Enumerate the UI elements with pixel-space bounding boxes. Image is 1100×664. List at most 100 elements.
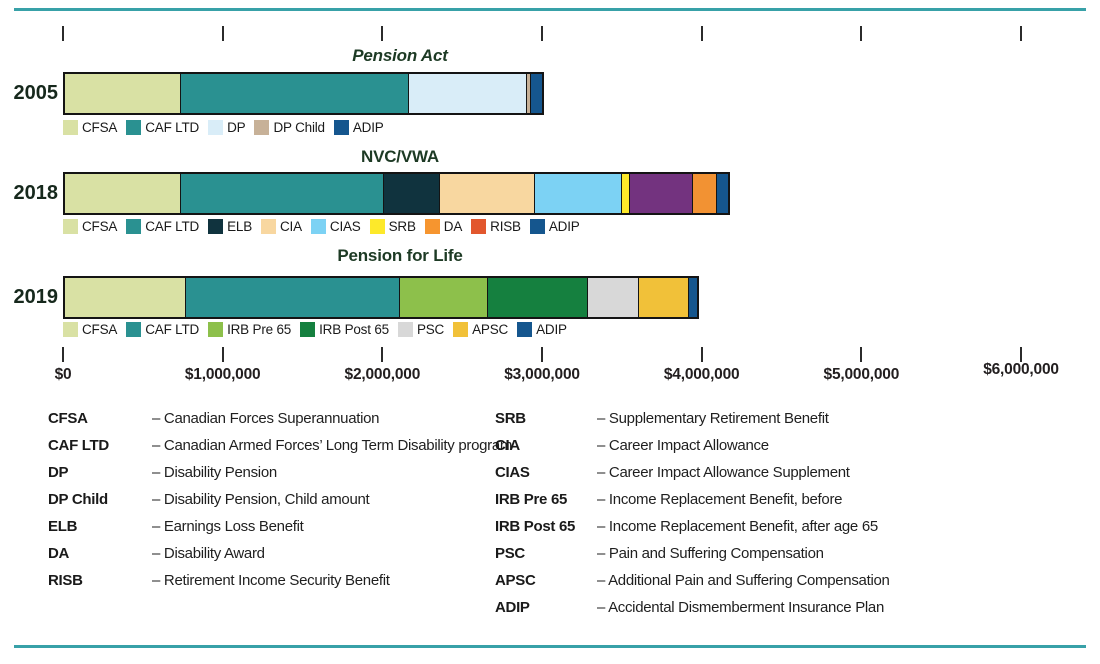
axis-tick-5 [860,347,863,362]
legend-swatch-adip [517,322,533,337]
glossary-definition: – Supplementary Retirement Benefit [597,410,829,427]
bar-segment-adip [530,74,542,113]
legend-swatch-cfsa [63,120,78,135]
bar-segment-irb-pre-65 [398,278,487,317]
legend-swatch-irb-post-65 [300,322,316,337]
legend-item-adip: ADIP [517,322,567,337]
legend-label: CAF LTD [145,120,200,135]
stacked-bar-2005 [63,72,544,115]
year-label-2018: 2018 [13,182,59,204]
glossary-definition: – Income Replacement Benefit, before [597,491,843,508]
glossary-column-right: SRB – Supplementary Retirement Benefit CIA… [495,405,890,621]
glossary-definition: – Disability Pension [152,464,277,481]
glossary-row-psc: PSC – Pain and Suffering Compensation [495,540,890,567]
group-title-pension-for-life: Pension for Life [337,246,463,265]
axis-tick-4 [700,26,703,41]
group-title-pension-act: Pension Act [352,46,448,65]
axis-tick-0 [62,26,64,41]
glossary-row-irb-pre-65: IRB Pre 65 – Income Replacement Benefit, … [495,486,890,513]
legend-item-irb-post-65: IRB Post 65 [300,322,389,337]
legend-label: CFSA [82,322,118,337]
legend-label: APSC [472,322,509,337]
bar-segment-adip [687,278,698,317]
top-divider-rule [14,8,1086,11]
stacked-bar-2019 [63,276,700,319]
legend-item-dp-child: DP Child [254,120,325,135]
bar-segment-irb-post-65 [486,278,588,317]
legend-label: CFSA [82,120,118,135]
legend-swatch-caf-ltd [126,120,142,135]
legend-item-cfsa: CFSA [63,322,117,337]
axis-tick-1 [221,347,224,362]
bar-segment-cfsa [65,278,185,317]
bar-segment-caf-ltd [179,174,383,213]
glossary-definition: – Income Replacement Benefit, after age … [597,518,878,535]
bar-segment-dp [408,74,527,113]
year-label-2005: 2005 [13,82,59,104]
legend-label: IRB Post 65 [319,322,389,337]
glossary-definition: – Canadian Forces Superannuation [152,410,380,427]
bar-segment-cfsa [65,74,180,113]
glossary-definition: – Career Impact Allowance Supplement [597,464,850,481]
legend-label: CAF LTD [145,219,200,234]
legend-2019: CFSA CAF LTD IRB Pre 65 IRB Post 65 PSC APSC A… [63,322,567,337]
glossary-definition: – Earnings Loss Benefit [152,518,304,535]
legend-2018: CFSA CAF LTD ELB CIA CIAS SRB DA RISB ADIP [63,219,580,234]
axis-tick-2 [381,26,384,41]
legend-label: CAF LTD [145,322,200,337]
legend-swatch-srb [369,219,385,234]
glossary-row-cias: CIAS – Career Impact Allowance Supplement [495,459,890,486]
glossary-definition: – Retirement Income Security Benefit [152,572,390,589]
legend-swatch-caf-ltd [126,219,142,234]
bar-segment-srb [620,174,629,213]
legend-label: CIA [280,219,302,234]
legend-item-da: DA [424,219,462,234]
legend-label: ADIP [352,120,384,135]
glossary-row-risb: RISB – Retirement Income Security Benefit [48,567,512,594]
glossary-definition: – Additional Pain and Suffering Compensa… [597,572,890,589]
bar-segment-da [628,174,693,213]
legend-item-adip: ADIP [333,120,384,135]
legend-label: PSC [416,322,445,337]
glossary-term: IRB Post 65 [495,518,576,535]
legend-item-caf-ltd: CAF LTD [126,322,199,337]
legend-swatch-dp-child [254,120,270,135]
glossary-term: APSC [495,572,536,589]
legend-swatch-irb-pre-65 [208,322,224,337]
stacked-bar-2018 [63,172,731,215]
legend-swatch-cia [261,219,276,234]
axis-tick-1 [221,26,224,41]
axis-tick-6 [1020,26,1022,41]
glossary-definition: – Accidental Dismemberment Insurance Pla… [597,599,885,616]
legend-item-srb: SRB [369,219,416,234]
legend-item-risb: RISB [471,219,521,234]
glossary-row-da: DA – Disability Award [48,540,512,567]
glossary-row-elb: ELB – Earnings Loss Benefit [48,513,512,540]
bar-segment-caf-ltd [179,74,409,113]
legend-item-dp: DP [208,120,246,135]
legend-label: CFSA [82,219,118,234]
legend-label: ADIP [536,322,567,337]
glossary-term: ADIP [495,599,530,616]
legend-swatch-cias [310,219,326,234]
legend-swatch-psc [397,322,413,337]
axis-tick-label: $5,000,000 [823,366,900,383]
legend-swatch-risb [471,219,487,234]
glossary-term: IRB Pre 65 [495,491,568,508]
legend-2005: CFSA CAF LTD DP DP Child ADIP [63,120,384,135]
glossary-term: SRB [495,410,526,427]
legend-item-cia: CIA [261,219,302,234]
glossary-row-dp-child: DP Child – Disability Pension, Child amou… [48,486,512,513]
axis-tick-3 [541,347,543,362]
bar-segment-adip [716,174,729,213]
axis-tick-label: $1,000,000 [184,366,261,383]
legend-item-cfsa: CFSA [63,120,117,135]
glossary-definition: – Disability Pension, Child amount [152,491,370,508]
legend-swatch-cfsa [63,219,78,234]
bar-segment-psc [587,278,639,317]
glossary-term: CIA [495,437,520,454]
axis-tick-label: $6,000,000 [983,361,1059,378]
glossary-row-irb-post-65: IRB Post 65 – Income Replacement Benefit,… [495,513,890,540]
glossary-column-left: CFSA – Canadian Forces Superannuation CAF … [48,405,512,594]
axis-tick-2 [381,347,384,362]
